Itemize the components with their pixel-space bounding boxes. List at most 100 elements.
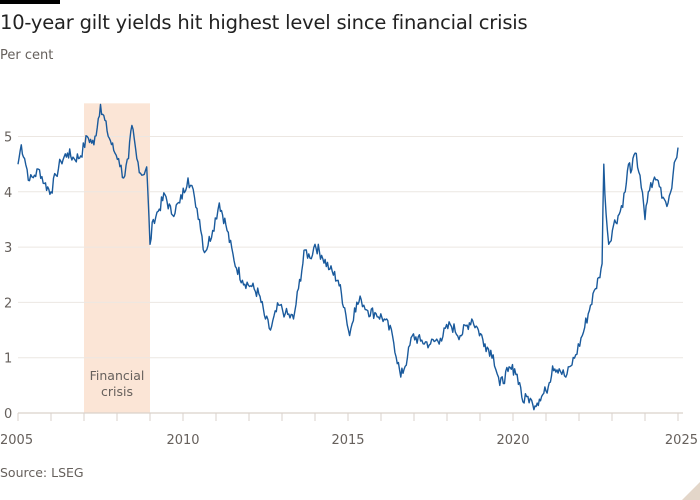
data-point bbox=[619, 210, 622, 213]
data-point bbox=[224, 223, 227, 226]
data-point bbox=[135, 157, 138, 160]
data-point bbox=[38, 168, 41, 171]
y-axis-unit-label: Per cent bbox=[0, 48, 54, 63]
data-point bbox=[483, 342, 486, 345]
data-point bbox=[66, 152, 69, 155]
data-point bbox=[548, 381, 551, 384]
data-point bbox=[459, 334, 462, 337]
data-point bbox=[439, 337, 442, 340]
data-point bbox=[639, 174, 642, 177]
data-point bbox=[531, 403, 534, 406]
data-point bbox=[601, 262, 604, 265]
data-point bbox=[597, 276, 600, 279]
data-point bbox=[630, 168, 633, 171]
data-point bbox=[644, 218, 647, 221]
data-point bbox=[233, 259, 236, 262]
data-point bbox=[564, 376, 567, 379]
data-point bbox=[624, 190, 627, 193]
data-point bbox=[429, 342, 432, 345]
data-point bbox=[498, 384, 501, 387]
data-point bbox=[605, 212, 608, 215]
data-point bbox=[86, 135, 89, 138]
data-point bbox=[54, 174, 57, 177]
data-point bbox=[581, 334, 584, 337]
data-point bbox=[411, 334, 414, 337]
x-tick-label: 2020 bbox=[496, 433, 529, 448]
data-point bbox=[375, 312, 378, 315]
y-tick-label: 4 bbox=[4, 186, 12, 201]
data-point bbox=[607, 243, 610, 246]
data-point bbox=[526, 395, 529, 398]
data-point bbox=[157, 210, 160, 213]
data-point bbox=[106, 129, 109, 132]
data-point bbox=[545, 389, 548, 392]
source-note: Source: LSEG bbox=[0, 465, 84, 480]
data-point bbox=[149, 243, 152, 246]
data-point bbox=[343, 306, 346, 309]
data-point bbox=[28, 179, 31, 182]
data-point bbox=[406, 356, 409, 359]
data-point bbox=[257, 293, 260, 296]
data-point bbox=[304, 248, 307, 251]
data-point bbox=[218, 201, 221, 204]
data-point bbox=[277, 304, 280, 307]
y-tick-label: 2 bbox=[4, 296, 12, 311]
x-tick-label: 2015 bbox=[331, 433, 364, 448]
data-point bbox=[399, 376, 402, 379]
data-point bbox=[574, 353, 577, 356]
data-point bbox=[203, 251, 206, 254]
data-point bbox=[677, 146, 680, 149]
data-point bbox=[92, 143, 95, 146]
data-point bbox=[73, 157, 76, 160]
x-tick-label: 2005 bbox=[0, 433, 33, 448]
crisis-label: Financial bbox=[90, 368, 145, 383]
data-point bbox=[122, 176, 125, 179]
data-point bbox=[419, 340, 422, 343]
data-point bbox=[112, 149, 115, 152]
data-point bbox=[79, 154, 82, 157]
data-point bbox=[667, 201, 670, 204]
data-point bbox=[152, 218, 155, 221]
data-point bbox=[309, 257, 312, 260]
data-point bbox=[602, 163, 605, 166]
data-point bbox=[186, 176, 189, 179]
data-point bbox=[99, 103, 102, 106]
data-point bbox=[314, 243, 317, 246]
data-point bbox=[23, 157, 26, 160]
data-point bbox=[538, 398, 541, 401]
data-point bbox=[477, 329, 480, 332]
data-point bbox=[569, 364, 572, 367]
data-point bbox=[269, 329, 272, 332]
data-point bbox=[492, 353, 495, 356]
data-point bbox=[140, 174, 143, 177]
data-point bbox=[170, 212, 173, 215]
data-point bbox=[383, 317, 386, 320]
data-point bbox=[43, 182, 46, 185]
y-tick-label: 3 bbox=[4, 241, 12, 256]
data-point bbox=[360, 298, 363, 301]
data-point bbox=[284, 312, 287, 315]
y-tick-label: 0 bbox=[4, 407, 12, 422]
data-point bbox=[127, 157, 130, 160]
data-point bbox=[178, 201, 181, 204]
data-point bbox=[241, 279, 244, 282]
x-tick-label: 2025 bbox=[665, 433, 698, 448]
data-point bbox=[292, 317, 295, 320]
data-point bbox=[652, 179, 655, 182]
series-line-gilt-yield bbox=[17, 103, 679, 411]
data-point bbox=[449, 323, 452, 326]
data-point bbox=[328, 268, 331, 271]
data-point bbox=[193, 196, 196, 199]
crisis-label: crisis bbox=[101, 384, 133, 399]
data-point bbox=[366, 309, 369, 312]
data-point bbox=[297, 287, 300, 290]
data-point bbox=[662, 196, 665, 199]
data-point bbox=[391, 334, 394, 337]
page-fold-corner bbox=[682, 482, 700, 500]
data-point bbox=[551, 364, 554, 367]
data-point bbox=[518, 381, 521, 384]
data-point bbox=[513, 367, 516, 370]
data-point bbox=[163, 193, 166, 196]
data-point bbox=[507, 370, 510, 373]
data-point bbox=[470, 317, 473, 320]
